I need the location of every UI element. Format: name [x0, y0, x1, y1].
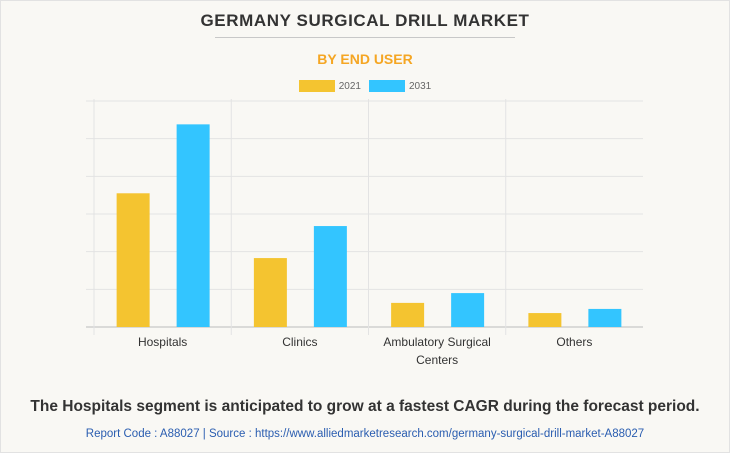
x-tick-label: Hospitals — [138, 335, 187, 349]
insight-text: The Hospitals segment is anticipated to … — [30, 398, 700, 415]
chart-subtitle: BY END USER — [317, 51, 413, 67]
title-divider — [215, 37, 515, 38]
bar-2031-ambulatory-surgical-centers — [451, 293, 485, 327]
legend-item-2031[interactable]: 2031 — [369, 80, 431, 92]
bar-2031-clinics — [313, 226, 347, 327]
bar-2021-others — [528, 313, 562, 327]
x-tick-label: Centers — [416, 353, 458, 367]
bar-2031-others — [588, 308, 622, 327]
bar-chart: Hospitals Clinics Ambulatory Surgical Cente… — [86, 99, 643, 367]
x-tick-label: Others — [556, 335, 592, 349]
source-text: Report Code : A88027 | Source : https://… — [85, 428, 645, 440]
bar-2031-hospitals — [176, 124, 210, 327]
x-tick-label: Clinics — [282, 335, 317, 349]
legend-swatch-2021 — [298, 80, 335, 92]
bar-2021-clinics — [253, 258, 287, 327]
legend-label-2021: 2021 — [338, 80, 361, 92]
legend-item-2021[interactable]: 2021 — [298, 80, 361, 92]
bar-2021-ambulatory-surgical-centers — [391, 302, 425, 327]
x-tick-label: Ambulatory Surgical — [383, 335, 490, 349]
legend-swatch-2031 — [369, 80, 405, 92]
bar-2021-hospitals — [116, 193, 150, 327]
chart-title: GERMANY SURGICAL DRILL MARKET — [200, 11, 530, 30]
legend: 2021 2031 — [0, 80, 730, 92]
legend-label-2031: 2031 — [409, 80, 432, 92]
